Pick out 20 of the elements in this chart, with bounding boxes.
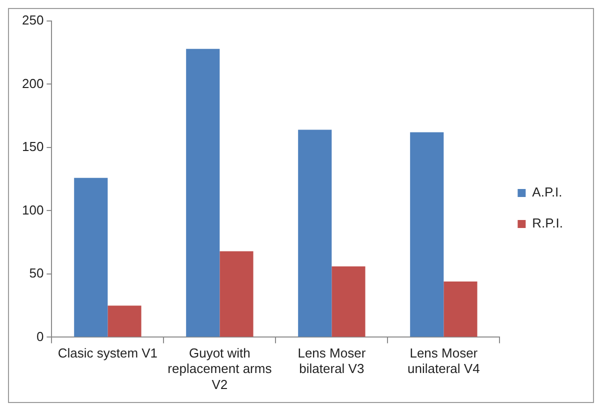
y-tick-label: 100 [22,202,44,218]
x-tick-label: Guyot with replacement arms V2 [168,346,272,392]
bar [410,132,444,337]
legend-label: R.P.I. [532,216,564,231]
bar [186,48,220,337]
y-tick-label: 250 [22,12,44,28]
y-tick-label: 150 [22,139,44,154]
x-tick-label: Clasic system V1 [58,346,158,361]
bar [332,266,366,337]
legend-label: A.P.I. [532,184,562,200]
bar [298,130,332,337]
bar [108,306,142,337]
x-tick-label: Lens Moser bilateral V3 [298,346,366,376]
bar [74,178,108,337]
bar [220,251,254,337]
y-tick-label: 50 [29,266,44,281]
bar [444,282,478,337]
y-tick-label: 200 [22,76,44,91]
x-tick-label: Lens Moser unilateral V4 [408,346,480,376]
y-tick-label: 0 [36,328,44,344]
